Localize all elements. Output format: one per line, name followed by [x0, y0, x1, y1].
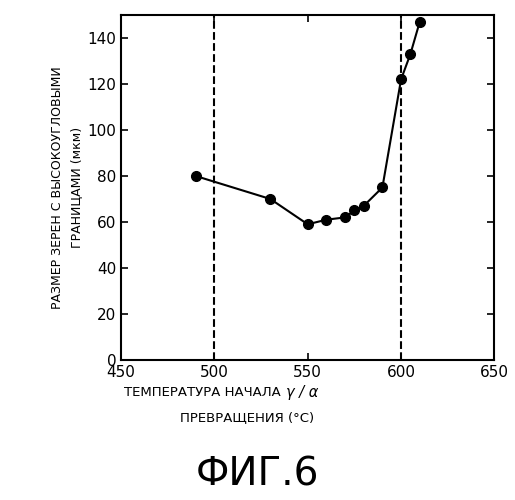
Text: γ / α: γ / α	[286, 385, 318, 400]
Y-axis label: РАЗМЕР ЗЕРЕН С ВЫСОКОУГЛОВЫМИ
ГРАНИЦАМИ (мкм): РАЗМЕР ЗЕРЕН С ВЫСОКОУГЛОВЫМИ ГРАНИЦАМИ …	[51, 66, 83, 309]
Text: ФИГ.6: ФИГ.6	[196, 456, 319, 494]
Text: ПРЕВРАЩЕНИЯ (°C): ПРЕВРАЩЕНИЯ (°C)	[180, 411, 314, 424]
Text: ТЕМПЕРАТУРА НАЧАЛА: ТЕМПЕРАТУРА НАЧАЛА	[124, 386, 281, 399]
